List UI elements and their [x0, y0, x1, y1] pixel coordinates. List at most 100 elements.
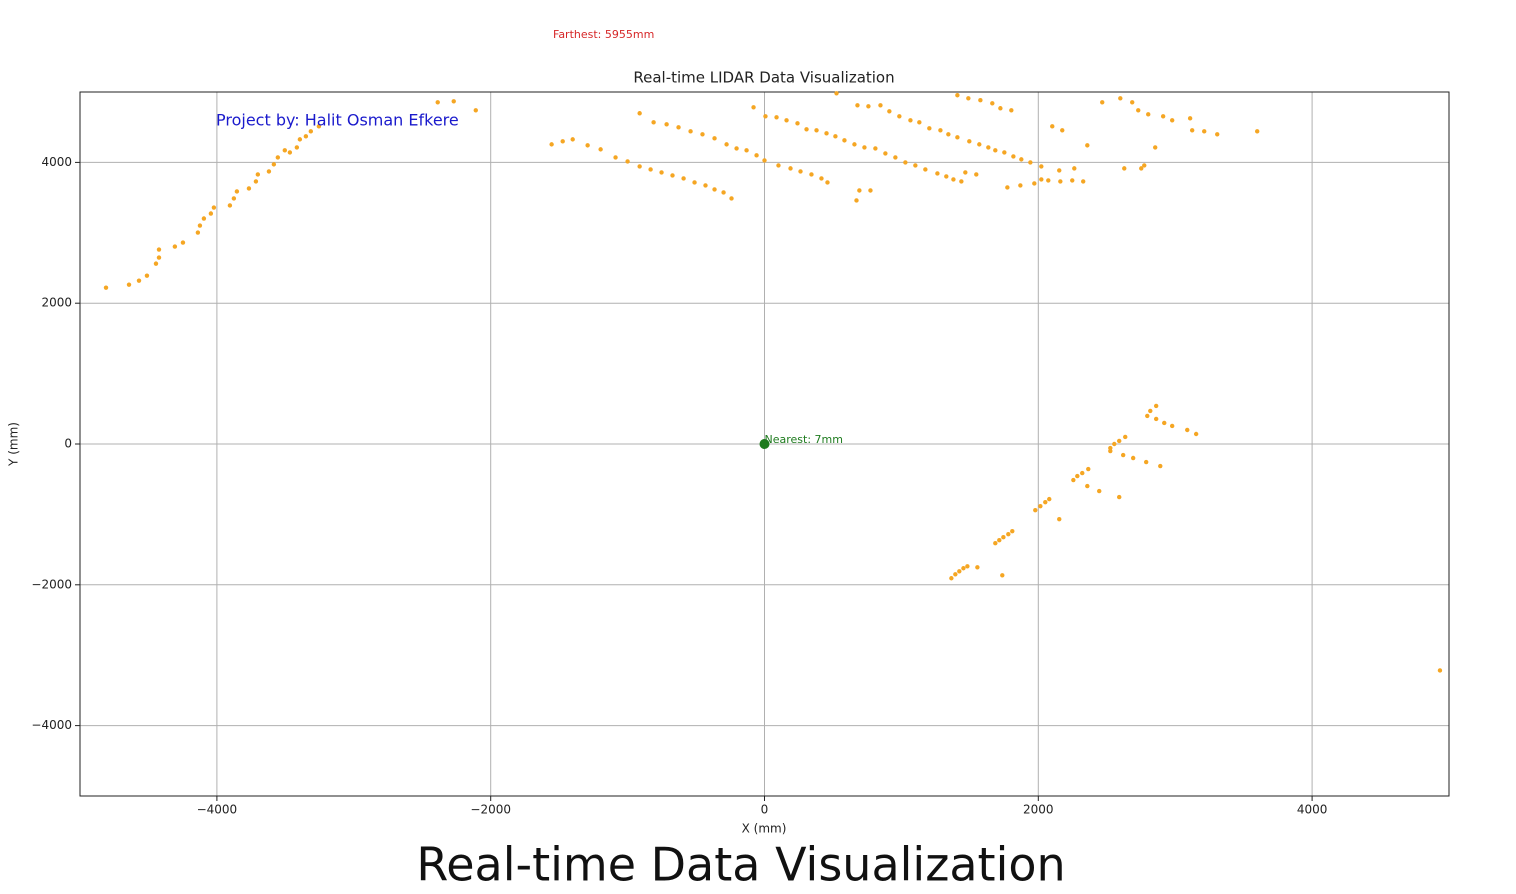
- point: [897, 114, 902, 119]
- point: [1169, 423, 1175, 429]
- point: [961, 566, 966, 571]
- point: [965, 564, 970, 569]
- point: [893, 155, 898, 160]
- point: [1187, 116, 1193, 121]
- point: [637, 164, 642, 169]
- point: [201, 216, 207, 221]
- point: [913, 163, 918, 168]
- point: [1139, 166, 1144, 171]
- point: [903, 160, 908, 165]
- point: [946, 132, 951, 137]
- point: [598, 147, 603, 152]
- point: [963, 170, 968, 175]
- point: [751, 105, 756, 110]
- point: [1070, 178, 1075, 183]
- point: [549, 142, 554, 147]
- point: [308, 129, 314, 134]
- point: [1162, 420, 1167, 426]
- point: [784, 118, 789, 123]
- point: [664, 122, 669, 127]
- point: [197, 223, 203, 228]
- point: [282, 148, 288, 153]
- point: [275, 155, 281, 160]
- point: [1158, 463, 1163, 469]
- point: [966, 96, 971, 101]
- point: [1006, 531, 1011, 537]
- point: [1215, 132, 1220, 137]
- farthest-label: Farthest: 5955mm: [553, 28, 654, 41]
- point: [659, 170, 664, 175]
- point: [1145, 413, 1150, 419]
- x-tick-label: −4000: [197, 803, 238, 817]
- point: [967, 139, 972, 144]
- point: [136, 278, 142, 283]
- point: [862, 145, 867, 150]
- point: [246, 186, 252, 191]
- point: [887, 109, 892, 114]
- point: [1019, 157, 1024, 162]
- point: [153, 261, 159, 266]
- point: [1002, 150, 1007, 155]
- point: [852, 142, 857, 147]
- plot-frame: [79, 91, 1450, 797]
- point: [156, 247, 162, 252]
- point: [1060, 128, 1065, 133]
- point: [651, 120, 656, 125]
- point: [917, 120, 922, 125]
- point: [908, 118, 913, 123]
- point: [1118, 96, 1123, 101]
- point: [1050, 124, 1055, 129]
- point: [1047, 496, 1052, 502]
- point: [798, 169, 803, 174]
- point: [1085, 143, 1090, 148]
- point: [1097, 488, 1102, 494]
- point: [763, 114, 768, 119]
- point: [878, 103, 883, 108]
- point: [688, 129, 693, 134]
- point: [451, 99, 456, 104]
- point: [729, 196, 734, 201]
- point: [774, 115, 779, 120]
- point: [227, 203, 233, 208]
- chart-title: Real-time LIDAR Data Visualization: [633, 69, 894, 87]
- point: [1169, 118, 1175, 123]
- point: [1057, 516, 1062, 522]
- point: [959, 179, 964, 184]
- point: [231, 196, 237, 201]
- point: [712, 136, 717, 141]
- point: [1117, 494, 1122, 500]
- point: [1011, 154, 1016, 159]
- point: [1039, 177, 1044, 182]
- point: [993, 540, 998, 546]
- point: [1100, 100, 1105, 105]
- x-tick-label: 4000: [1297, 803, 1328, 817]
- point: [703, 183, 708, 188]
- x-axis-label: X (mm): [742, 822, 787, 836]
- point: [670, 173, 675, 178]
- point: [754, 153, 759, 158]
- point: [1032, 181, 1037, 186]
- point: [974, 172, 979, 177]
- point: [1000, 573, 1005, 578]
- y-tick-label: −2000: [31, 577, 72, 591]
- point: [156, 255, 162, 260]
- point: [1146, 112, 1151, 117]
- point: [842, 138, 847, 143]
- point: [1058, 179, 1063, 184]
- point: [1075, 473, 1080, 479]
- point: [253, 179, 259, 184]
- point: [1010, 528, 1015, 534]
- y-tick-label: 2000: [41, 296, 72, 310]
- point: [923, 167, 928, 172]
- point: [648, 167, 653, 172]
- point: [266, 169, 272, 174]
- point: [938, 128, 943, 133]
- point: [560, 139, 565, 144]
- point: [692, 180, 697, 185]
- point: [809, 172, 814, 177]
- point: [1160, 114, 1166, 119]
- point: [1043, 499, 1048, 505]
- point: [1072, 166, 1077, 171]
- point: [957, 569, 962, 574]
- point: [955, 135, 960, 140]
